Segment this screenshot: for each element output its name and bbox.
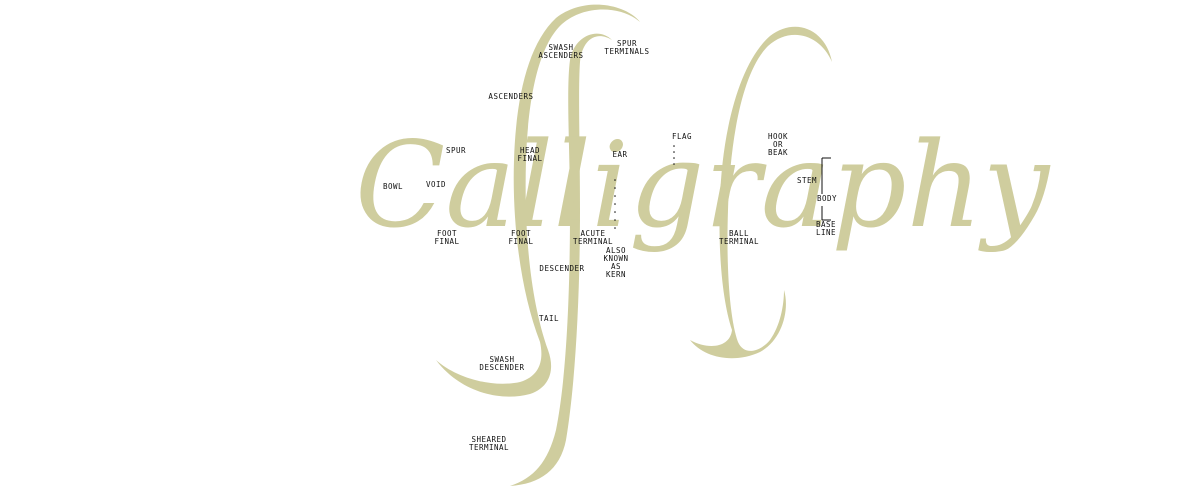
label-sheared-terminal: SHEARED TERMINAL xyxy=(468,435,510,452)
label-flag: FLAG xyxy=(671,132,693,141)
label-spur-terminals: SPUR TERMINALS xyxy=(604,39,650,56)
body-bracket xyxy=(821,157,831,221)
swash-ascender-descender-left xyxy=(436,4,640,397)
label-bowl: BOWL xyxy=(382,182,404,191)
calligraphy-word: Calligraphy xyxy=(355,116,1051,254)
label-descender: DESCENDER xyxy=(539,264,585,273)
label-void: VOID xyxy=(425,180,447,189)
label-tail: TAIL xyxy=(538,314,560,323)
label-foot-final-right: FOOT FINAL xyxy=(508,229,534,246)
swash-strokes xyxy=(436,4,832,487)
label-swash-ascenders: SWASH ASCENDERS xyxy=(538,43,584,60)
swash-right xyxy=(690,26,832,359)
label-body: BODY xyxy=(816,194,838,203)
label-foot-final-left: FOOT FINAL xyxy=(434,229,460,246)
label-ascenders: ASCENDERS xyxy=(488,92,534,101)
label-also-known-as-kern: ALSO KNOWN AS KERN xyxy=(603,246,629,279)
leader-dots xyxy=(614,145,675,229)
label-head-final: HEAD FINAL xyxy=(517,146,543,163)
label-swash-descender: SWASH DESCENDER xyxy=(479,355,525,372)
label-ear: EAR xyxy=(612,150,628,159)
label-stem: STEM xyxy=(796,176,818,185)
label-acute-terminal: ACUTE TERMINAL xyxy=(572,229,614,246)
label-spur: SPUR xyxy=(445,146,467,155)
label-base-line: BASE LINE xyxy=(815,220,837,237)
label-hook-or-beak: HOOK OR BEAK xyxy=(767,132,789,157)
label-ball-terminal: BALL TERMINAL xyxy=(718,229,760,246)
